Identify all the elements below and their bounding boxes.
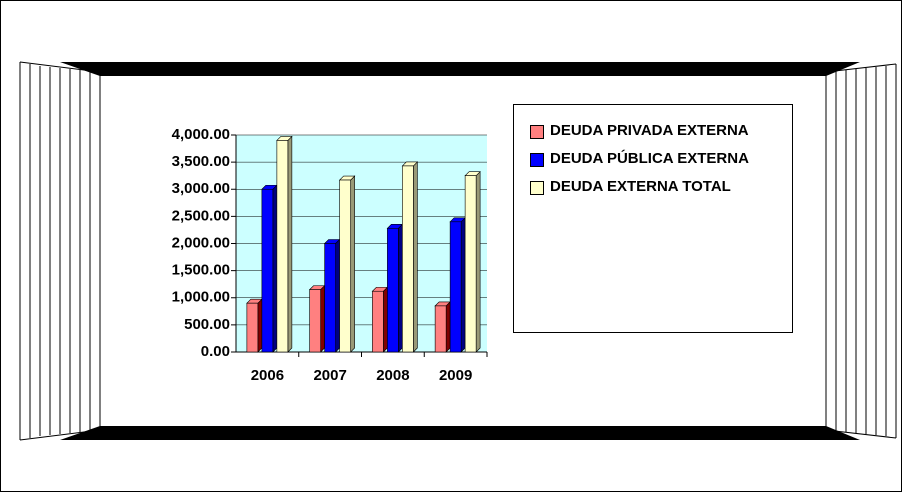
y-tick-label: 3,500.00 [172,153,230,170]
bar-side [320,284,325,353]
bar-side [257,298,263,353]
y-tick-label: 2,500.00 [172,207,230,224]
bar [276,140,289,353]
y-tick-label: 2,000.00 [172,234,230,251]
bar [372,290,384,353]
bar-side [475,170,481,353]
bar-side [335,238,340,353]
bar-side [287,135,293,353]
bar [339,179,351,353]
bar [387,228,399,353]
x-tick-label: 2006 [251,367,284,384]
legend-swatch [530,125,544,139]
bar [449,221,462,353]
x-tick-label: 2007 [313,367,346,384]
bar [261,188,274,353]
legend: DEUDA PRIVADA EXTERNA DEUDA PÚBLICA EXTER… [513,104,793,333]
bar-side [413,161,418,353]
bar [464,175,477,353]
x-tick-label: 2009 [439,367,472,384]
stage-bottom [60,426,860,440]
bar [246,302,259,353]
legend-item: DEUDA PRIVADA EXTERNA [530,119,750,143]
bar [309,289,321,353]
stage-top [60,62,860,76]
bar-side [398,223,403,353]
legend-swatch [530,181,544,195]
bar [402,165,414,353]
bar-side [272,184,278,353]
legend-label: DEUDA PÚBLICA EXTERNA [550,150,749,167]
legend-item: DEUDA EXTERNA TOTAL [530,175,750,199]
y-tick-label: 1,500.00 [172,262,230,279]
bar-side [460,217,466,353]
bar-side [383,286,388,353]
y-tick-label: 4,000.00 [172,126,230,143]
bar-side [445,301,451,353]
y-tick-label: 1,000.00 [172,289,230,306]
legend-label: DEUDA PRIVADA EXTERNA [550,122,749,139]
legend-label: DEUDA EXTERNA TOTAL [550,178,731,195]
bar [434,305,447,353]
bar-side [350,175,355,353]
legend-item: DEUDA PÚBLICA EXTERNA [530,147,750,171]
x-tick-label: 2008 [376,367,409,384]
y-tick-label: 3,000.00 [172,180,230,197]
legend-swatch [530,153,544,167]
bar [324,243,336,353]
y-tick-label: 0.00 [201,343,230,360]
y-tick-label: 500.00 [184,316,230,333]
stage [19,61,897,441]
